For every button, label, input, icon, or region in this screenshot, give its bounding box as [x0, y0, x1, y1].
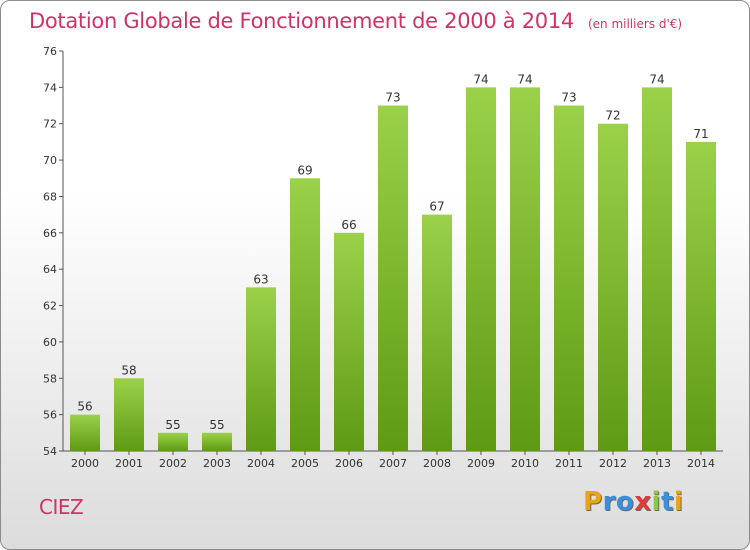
value-label-2006: 66 [341, 218, 356, 232]
bar-2002 [158, 432, 188, 451]
value-label-2002: 55 [165, 418, 180, 432]
x-tick-label: 2010 [511, 457, 539, 470]
chart-title-block: Dotation Globale de Fonctionnement de 20… [29, 9, 682, 33]
x-tick-label: 2000 [71, 457, 99, 470]
x-tick-label: 2001 [115, 457, 143, 470]
value-label-2001: 58 [121, 363, 136, 377]
bar-series [70, 87, 716, 452]
bar-2013 [642, 87, 672, 451]
bar-2011 [554, 105, 584, 451]
value-label-2011: 73 [561, 91, 576, 105]
logo-letter: x [634, 487, 652, 517]
value-label-2003: 55 [209, 418, 224, 432]
value-label-2010: 74 [517, 72, 532, 86]
bar-2009 [466, 87, 496, 451]
x-tick-label: 2009 [467, 457, 495, 470]
value-label-2000: 56 [77, 400, 92, 414]
x-tick-label: 2011 [555, 457, 583, 470]
x-tick-label: 2007 [379, 457, 407, 470]
bar-2004 [246, 287, 276, 451]
y-tick-label: 76 [43, 45, 57, 58]
y-tick-label: 68 [43, 190, 57, 203]
value-label-2005: 69 [297, 163, 312, 177]
bar-2001 [114, 378, 144, 451]
y-tick-label: 72 [43, 118, 57, 131]
y-tick-label: 60 [43, 336, 57, 349]
y-tick-label: 66 [43, 227, 57, 240]
value-label-2014: 71 [693, 127, 708, 141]
bar-2014 [686, 141, 716, 451]
x-tick-label: 2006 [335, 457, 363, 470]
value-label-2012: 72 [605, 109, 620, 123]
x-tick-label: 2008 [423, 457, 451, 470]
logo-letter: P [583, 487, 603, 517]
bar-2008 [422, 214, 452, 451]
bar-2007 [378, 105, 408, 451]
proxiti-logo: Proxiti [583, 487, 683, 517]
logo-letter: i [673, 487, 684, 517]
x-tick-label: 2014 [687, 457, 715, 470]
y-tick-label: 58 [43, 372, 57, 385]
x-tick-label: 2012 [599, 457, 627, 470]
y-tick-label: 54 [43, 445, 57, 458]
y-tick-label: 64 [43, 263, 57, 276]
value-label-2004: 63 [253, 272, 268, 286]
logo-letter: r [602, 487, 616, 517]
bar-2000 [70, 414, 100, 451]
logo-letter: i [651, 487, 661, 517]
bar-2005 [290, 178, 320, 452]
y-tick-label: 70 [43, 154, 57, 167]
bar-2012 [598, 123, 628, 452]
y-axis: 54 56 58 60 62 64 66 68 70 72 74 76 [43, 45, 64, 458]
value-label-2007: 73 [385, 91, 400, 105]
value-label-2013: 74 [649, 72, 664, 86]
value-label-2009: 74 [473, 72, 488, 86]
bar-2003 [202, 432, 232, 451]
x-tick-label: 2003 [203, 457, 231, 470]
x-tick-label: 2004 [247, 457, 275, 470]
y-tick-label: 56 [43, 409, 57, 422]
x-axis: 2000 2001 2002 2003 2004 2005 2006 2007 2008 2009… [63, 450, 723, 470]
x-tick-label: 2002 [159, 457, 187, 470]
y-tick-label: 62 [43, 300, 57, 313]
x-tick-label: 2013 [643, 457, 671, 470]
chart-unit-note: (en milliers d'€) [587, 17, 683, 31]
bar-2006 [334, 232, 364, 451]
commune-name: CIEZ [39, 495, 84, 519]
bar-2010 [510, 87, 540, 451]
logo-letter: t [660, 487, 674, 517]
x-tick-label: 2005 [291, 457, 319, 470]
y-tick-label: 74 [43, 81, 57, 94]
chart-title: Dotation Globale de Fonctionnement de 20… [29, 9, 574, 33]
value-label-2008: 67 [429, 200, 444, 214]
logo-letter: o [615, 487, 635, 517]
value-labels: 56 58 55 55 63 69 66 73 67 74 74 73 72 74 71 [77, 72, 708, 431]
